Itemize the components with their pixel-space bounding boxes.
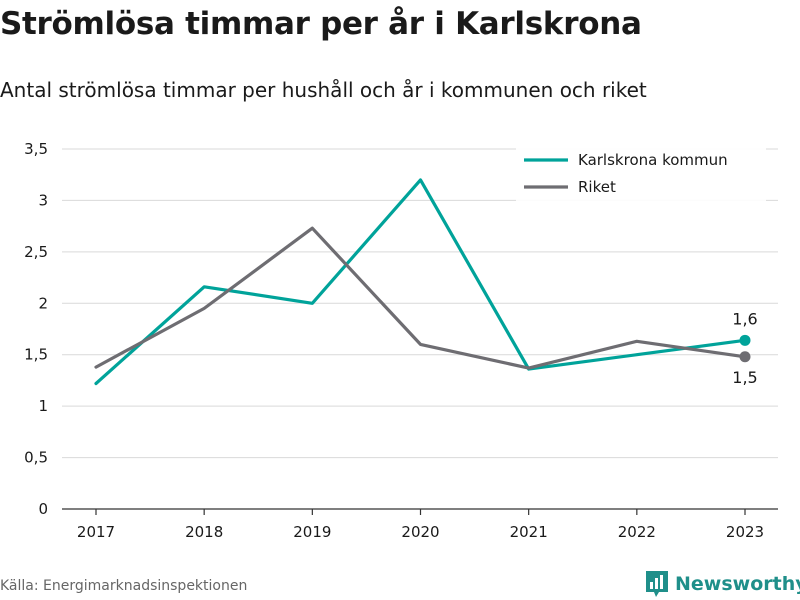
source-note: Källa: Energimarknadsinspektionen	[0, 578, 248, 594]
chart-subtitle: Antal strömlösa timmar per hushåll och å…	[0, 78, 647, 102]
end-point-marker	[739, 351, 751, 363]
brand-name: Newsworthy	[675, 573, 800, 595]
y-tick-label: 0,5	[24, 449, 48, 467]
end-point-marker	[739, 334, 751, 346]
y-tick-label: 1,5	[24, 346, 48, 364]
newsworthy-logo-icon	[646, 571, 668, 597]
x-axis: 2017 2018 2019 2020 2021 2022 2023	[62, 508, 778, 541]
x-tick-label: 2017	[77, 523, 115, 541]
x-tick-label: 2018	[185, 523, 223, 541]
y-tick-label: 2,5	[24, 243, 48, 261]
data-label: 1,5	[732, 368, 757, 387]
end-markers: 1,6 1,5	[732, 309, 757, 386]
legend-label: Riket	[578, 178, 616, 196]
series-line-karlskrona	[94, 178, 747, 386]
x-tick-label: 2022	[618, 523, 656, 541]
y-axis-ticks: 0 0,5 1 1,5 2 2,5 3 3,5	[24, 140, 48, 518]
brand-logo: Newsworthy	[645, 570, 800, 598]
y-tick-label: 3	[38, 191, 48, 209]
x-tick-label: 2020	[401, 523, 439, 541]
y-tick-label: 1	[38, 397, 48, 415]
x-tick-label: 2019	[293, 523, 331, 541]
x-tick-label: 2023	[726, 523, 764, 541]
series-line-riket	[94, 226, 747, 370]
chart-title: Strömlösa timmar per år i Karlskrona	[0, 6, 642, 42]
x-tick-label: 2021	[510, 523, 548, 541]
data-label: 1,6	[732, 309, 757, 328]
y-tick-label: 2	[38, 294, 48, 312]
y-tick-label: 0	[38, 500, 48, 518]
legend: Karlskrona kommun Riket	[516, 146, 766, 202]
y-tick-label: 3,5	[24, 140, 48, 158]
legend-label: Karlskrona kommun	[578, 151, 728, 169]
series-lines	[94, 178, 747, 386]
legend-background	[516, 146, 766, 202]
